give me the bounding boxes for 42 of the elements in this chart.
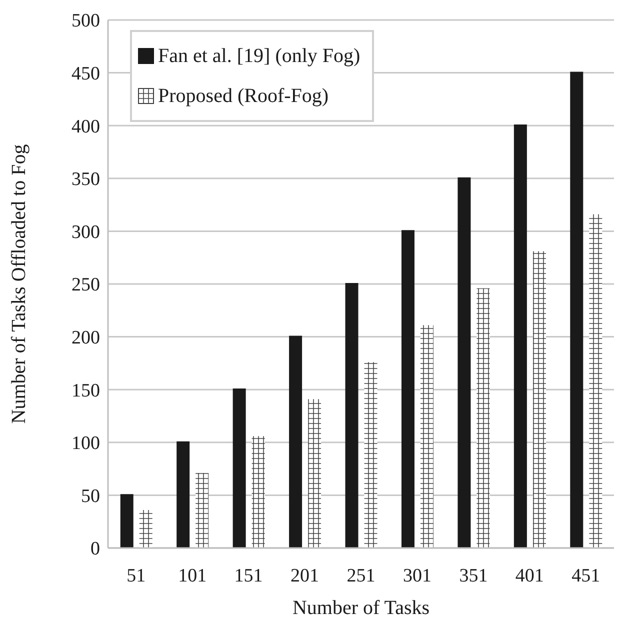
y-tick-label: 400 xyxy=(72,116,100,138)
bar xyxy=(120,494,134,548)
bar xyxy=(401,230,414,548)
bar xyxy=(232,388,246,548)
bar xyxy=(289,336,302,548)
x-tick-label: 301 xyxy=(402,565,432,586)
y-tick-label: 350 xyxy=(72,169,100,190)
y-axis-title: Number of Tasks Offloaded to Fog xyxy=(8,144,30,424)
y-tick-label: 250 xyxy=(72,274,100,296)
y-tick-label: 450 xyxy=(72,64,100,85)
x-tick-label: 251 xyxy=(346,565,376,586)
x-tick-label: 101 xyxy=(178,565,207,586)
x-tick-label: 201 xyxy=(290,565,320,586)
bar xyxy=(252,436,265,548)
y-tick-label: 200 xyxy=(72,328,100,349)
y-tick-label: 0 xyxy=(90,538,100,560)
bar xyxy=(196,473,209,548)
y-tick-label: 300 xyxy=(72,222,100,243)
bar xyxy=(514,124,527,548)
y-tick-label: 150 xyxy=(72,380,100,402)
bar xyxy=(364,362,378,548)
bar xyxy=(532,251,546,548)
x-tick-label: 151 xyxy=(234,565,263,586)
x-tick-label: 51 xyxy=(126,565,146,586)
bar xyxy=(476,288,490,548)
x-tick-label: 351 xyxy=(459,565,488,586)
bar xyxy=(458,177,471,548)
y-tick-label: 50 xyxy=(81,486,100,507)
x-axis-title: Number of Tasks xyxy=(292,597,430,619)
bar xyxy=(420,325,434,548)
legend-label: Fan et al. [19] (only Fog) xyxy=(158,44,360,69)
bar xyxy=(589,214,602,548)
bar xyxy=(570,72,584,548)
x-tick-label: 401 xyxy=(515,565,544,586)
bar xyxy=(308,399,322,548)
legend-label: Proposed (Roof-Fog) xyxy=(158,84,329,109)
bar xyxy=(345,282,358,548)
bar xyxy=(139,510,152,548)
y-tick-label: 100 xyxy=(72,433,100,454)
x-tick-label: 451 xyxy=(572,565,600,586)
bar xyxy=(176,441,190,548)
y-tick-label: 500 xyxy=(72,10,100,32)
